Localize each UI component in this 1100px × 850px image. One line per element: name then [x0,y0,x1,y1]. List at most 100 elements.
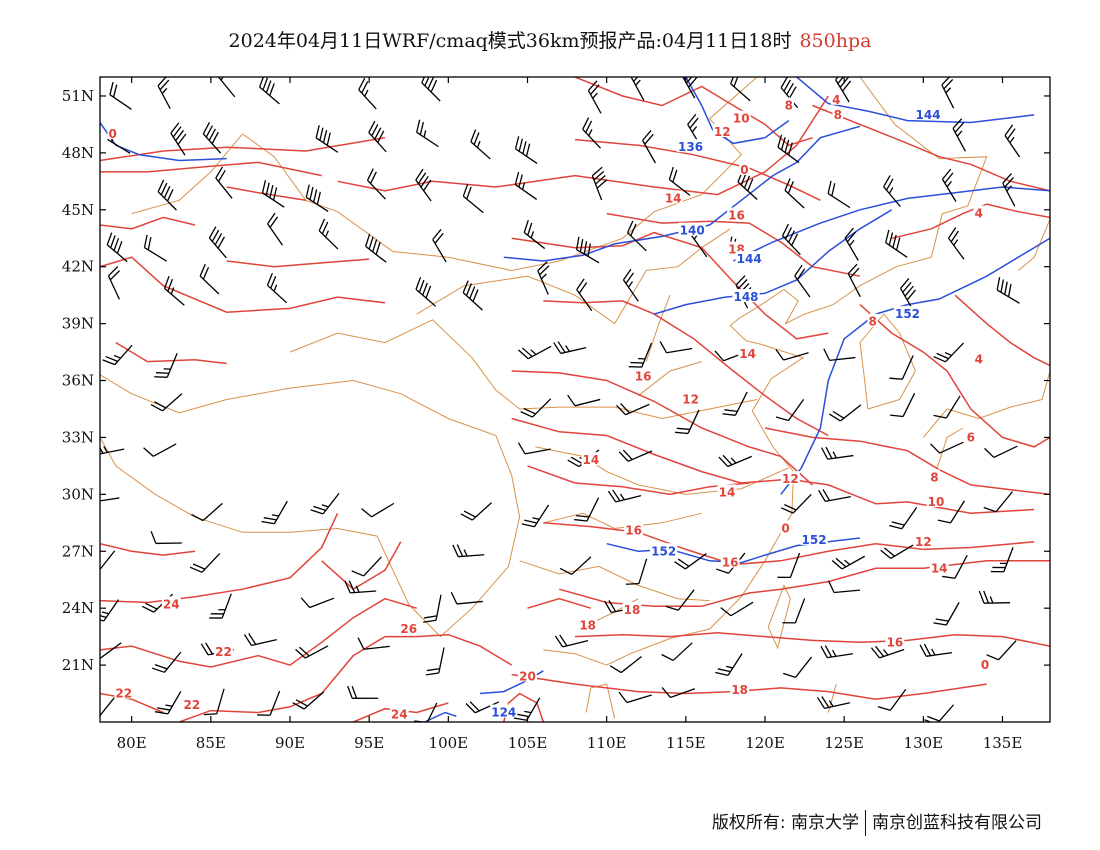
temperature-label: 16 [728,208,745,222]
wind-barb [780,493,812,514]
label-background [783,97,794,111]
wind-barb [361,502,395,518]
temperature-label: 16 [635,370,652,384]
wind-barb [514,171,538,200]
boundary-line [637,361,702,397]
wind-barb [718,454,753,468]
wind-barb [880,544,914,559]
label-background [885,634,905,648]
temperature-label: 12 [782,472,799,486]
geopotential-label: 152 [802,533,827,547]
temperature-label: 12 [714,125,731,139]
temperature-label: 16 [886,635,903,649]
wind-barb [777,552,801,579]
geopotential-label: 148 [733,290,758,304]
wind-barb [576,278,593,312]
wind-barb [984,445,1018,459]
wind-barb [574,497,600,522]
wind-barb [818,489,851,503]
contour-labels: 08 48101201416181416128446810121214141416… [107,91,991,721]
temperature-label: 12 [915,535,932,549]
label-background [650,543,678,557]
wind-barb [844,227,859,261]
wind-barb [933,342,964,363]
label-background [973,205,984,219]
pressure-level: 850hpa [799,30,872,52]
geopotential-label: 144 [916,108,941,122]
temperature-label: 8 [834,108,842,122]
boundary-line [827,683,837,713]
wind-barb [462,183,484,214]
lon-tick-label: 120E [745,734,785,752]
wind-barb [784,178,805,209]
label-background [678,222,706,236]
wind-barb [157,179,177,211]
temperature-label: 22 [183,698,200,712]
temperature-contour [115,341,227,365]
wind-barb [777,134,800,164]
wind-barb [775,398,805,422]
wind-barb [344,580,377,594]
wind-barb [941,168,957,202]
label-background [389,706,409,720]
wind-barb [554,634,589,648]
wind-barb [154,691,182,715]
wind-barb [415,276,437,307]
temperature-label: 18 [579,618,596,632]
wind-barb [150,531,182,545]
wind-barb [983,491,1013,513]
wind-barb [978,590,1011,604]
label-background [739,161,750,175]
wind-barb [521,504,550,528]
copyright-footer: 版权所有: 南京大学 南京创蓝科技有限公司 [712,808,1042,836]
label-background [681,391,700,405]
wind-barb [889,507,918,530]
geopotential-label: 152 [651,544,676,558]
temperature-label: 0 [740,163,748,177]
wind-barb [203,688,225,716]
temperature-contour [574,632,1050,647]
wind-barb [537,261,550,295]
map-title: 2024年04月11日WRF/cmaq模式36km预报产品:04月11日18时 8… [0,26,1100,53]
wind-barb [106,232,128,263]
wind-barb [347,685,379,699]
wind-barb [143,443,177,457]
temperature-label: 4 [975,353,983,367]
temperature-label: 8 [785,98,793,112]
wind-barb [930,441,964,454]
wind-barb [415,168,432,202]
wind-barb [366,168,386,200]
temperature-label: 16 [625,523,642,537]
boundary-line [100,374,521,638]
wind-barb [885,229,908,258]
geopotential-contour [100,122,227,162]
wind-barb [305,184,329,212]
wind-barb [933,602,960,626]
temperature-contour [178,633,513,722]
wind-barb [890,392,916,418]
wind-barb [831,555,866,570]
temperature-label: 20 [519,669,536,683]
temperature-contour [337,95,829,196]
geopotential-label: 140 [680,224,705,238]
wind-barb [567,394,601,407]
temperature-label: 4 [832,93,840,107]
wind-barb [295,645,329,659]
label-background [581,452,601,466]
wind-barb [109,81,132,110]
wind-barb [642,130,656,164]
map-frame [99,76,1051,723]
wind-barb [618,449,653,462]
temperature-label: 24 [391,707,408,721]
wind-barb [847,263,861,298]
wind-barb [423,594,442,623]
boundary-line [922,370,1050,438]
label-background [717,484,737,498]
wind-barb [870,645,905,659]
geopotential-contour [732,186,1050,262]
wind-barb [300,597,335,609]
wind-barb [416,119,439,148]
wind-barb [199,263,220,295]
geopotential-label: 124 [491,706,516,720]
temperature-contour [511,370,814,486]
